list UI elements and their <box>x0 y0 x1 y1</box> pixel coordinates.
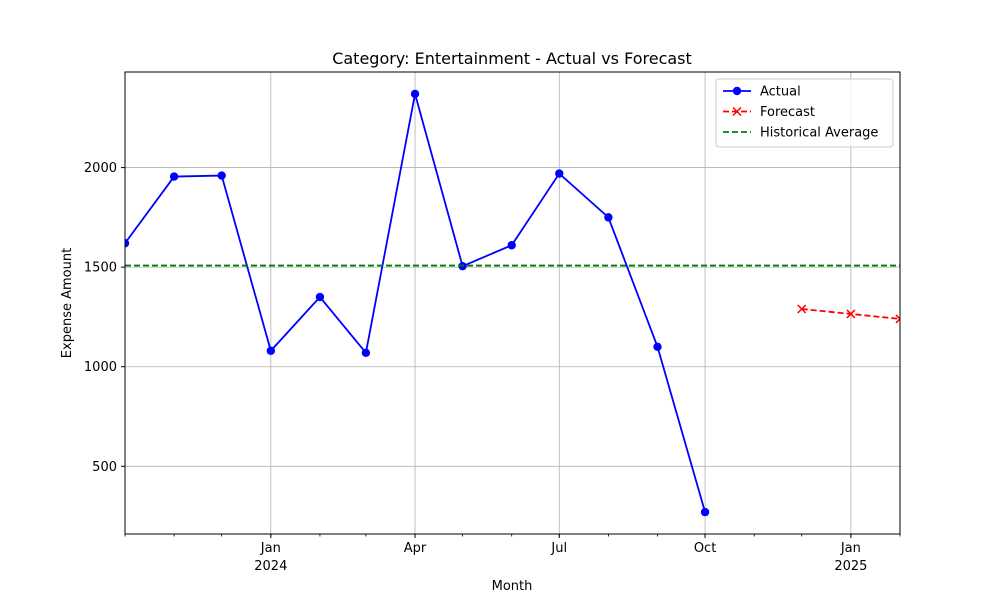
x-axis-label: Month <box>492 579 533 594</box>
x-tick-label: Apr <box>404 541 427 556</box>
legend-label: Actual <box>760 85 801 100</box>
ticks: 500 1000 1500 2000 Jan 2024 Apr Jul Oct Jan 2025 <box>84 161 901 574</box>
y-axis-label: Expense Amount <box>60 248 75 358</box>
legend-box <box>715 78 894 148</box>
actual-point <box>410 89 420 99</box>
actual-point <box>217 171 226 180</box>
actual-point <box>125 239 130 248</box>
x-tick-label: Jul <box>550 541 567 556</box>
chart-title: Category: Entertainment - Actual vs Fore… <box>332 49 692 68</box>
legend: Actual Forecast Historical Average <box>715 78 894 148</box>
y-tick-label: 500 <box>92 460 117 475</box>
plot-frame <box>124 71 901 535</box>
actual-point <box>555 169 564 178</box>
actual-point <box>361 348 371 357</box>
grid <box>125 72 900 534</box>
actual-point <box>266 346 276 355</box>
actual-point <box>700 507 710 517</box>
x-tick-label: Oct <box>694 541 716 556</box>
legend-swatch-marker <box>732 86 742 96</box>
x-tick-label: Jan <box>840 541 861 556</box>
actual-point <box>604 213 613 222</box>
x-tick-year-label: 2024 <box>254 559 287 574</box>
legend-label: Forecast <box>760 105 815 120</box>
forecast-point <box>846 309 856 319</box>
forecast-point <box>895 314 900 324</box>
series-layer <box>125 89 900 517</box>
x-tick-year-label: 2025 <box>834 559 867 574</box>
forecast-point <box>797 304 807 314</box>
legend-label: Historical Average <box>760 126 878 141</box>
y-tick-label: 2000 <box>84 161 117 176</box>
x-tick-label: Jan <box>260 541 281 556</box>
actual-point <box>315 292 325 302</box>
y-tick-label: 1500 <box>84 261 117 276</box>
series-group <box>125 89 900 517</box>
actual-point <box>507 241 516 250</box>
actual-point <box>169 172 179 181</box>
legend-swatch-marker <box>732 106 742 117</box>
actual-point <box>653 342 662 352</box>
y-tick-label: 1000 <box>84 360 117 375</box>
